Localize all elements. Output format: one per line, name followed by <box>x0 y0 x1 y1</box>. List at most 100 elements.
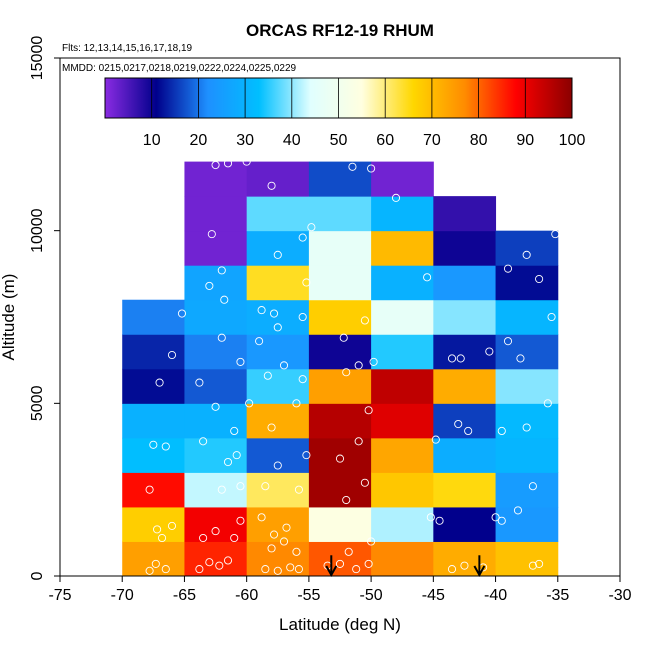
observation-point <box>302 278 311 287</box>
heatmap-cell-6-8 <box>495 265 559 301</box>
observation-point <box>157 533 167 543</box>
plot-frame <box>59 57 621 577</box>
observation-point <box>282 523 291 532</box>
observation-point <box>273 323 282 332</box>
y-tick-label: 0 <box>29 571 46 580</box>
observation-point <box>491 513 500 522</box>
observation-point <box>269 309 279 318</box>
heatmap-cell-3-9 <box>308 230 372 266</box>
chart-title: ORCAS RF12-19 RHUM <box>246 21 434 40</box>
heatmap-cell-6-1 <box>495 506 559 542</box>
heatmap-cell-5-3 <box>433 437 497 473</box>
observation-point <box>205 558 214 567</box>
observation-point <box>435 516 444 525</box>
heatmap-cell-4-3 <box>371 437 434 473</box>
observation-point <box>199 437 208 446</box>
observation-point <box>261 565 270 574</box>
observation-point <box>364 406 373 415</box>
observation-point <box>547 312 556 322</box>
observation-point <box>447 354 457 363</box>
observation-point <box>207 230 216 239</box>
y-axis-label: Altitude (m) <box>0 274 18 361</box>
observation-point <box>342 368 351 377</box>
observation-point <box>223 556 233 565</box>
observation-point <box>269 530 279 539</box>
heatmap-cell-6-0 <box>495 541 559 577</box>
observation-point <box>151 559 160 568</box>
heatmap-cell-5-6 <box>433 334 497 370</box>
observation-point <box>354 437 363 446</box>
observation-point <box>236 516 245 525</box>
x-tick-label: -30 <box>608 587 631 604</box>
heatmap-cell-2-5 <box>246 368 310 404</box>
heatmap-cell-5-9 <box>433 230 497 266</box>
colorbar-tick-label: 50 <box>330 132 348 149</box>
observation-point <box>543 399 552 408</box>
x-tick-label: -70 <box>111 587 134 604</box>
heatmap-cell-3-5 <box>308 368 372 404</box>
heatmap-cell-4-6 <box>371 334 434 370</box>
observation-point <box>145 485 154 494</box>
observation-point <box>503 264 513 273</box>
heatmap-cell-2-10 <box>246 196 310 232</box>
observation-point <box>367 164 376 173</box>
observation-point <box>205 281 214 290</box>
observation-point <box>273 461 282 470</box>
observation-point <box>273 566 282 575</box>
observation-point <box>230 426 239 436</box>
observation-point <box>161 442 170 451</box>
x-tick-label: -45 <box>422 587 445 604</box>
heatmap-cell-5-10 <box>433 196 497 232</box>
colorbar-tick-label: 60 <box>376 132 394 149</box>
observation-point <box>298 233 307 242</box>
observation-point <box>391 193 401 202</box>
heatmap-cell-3-8 <box>308 265 372 301</box>
heatmap-cell-0-4 <box>122 403 185 439</box>
y-tick-label: 15000 <box>29 36 46 81</box>
x-tick-label: -40 <box>484 587 507 604</box>
observation-point <box>236 482 245 491</box>
x-tick-label: -35 <box>546 587 569 604</box>
observation-point <box>426 513 435 522</box>
heatmap-cell-4-2 <box>371 472 434 508</box>
observation-point <box>161 565 170 574</box>
heatmap-cell-4-11 <box>371 161 434 197</box>
observation-point <box>257 306 266 315</box>
observation-point <box>431 435 440 444</box>
observation-point <box>535 559 544 568</box>
observation-point <box>294 565 303 574</box>
observation-point <box>217 485 226 494</box>
observation-point <box>195 565 204 574</box>
observation-point <box>298 312 307 322</box>
observation-point <box>497 516 506 525</box>
observation-point <box>217 333 226 342</box>
flights-note: Flts: 12,13,14,15,16,17,18,19 <box>62 43 193 54</box>
heatmap-cell-2-3 <box>246 437 310 473</box>
observation-point <box>360 316 369 325</box>
colorbar-tick-label: 100 <box>559 132 586 149</box>
observation-point <box>503 337 513 346</box>
observation-point <box>456 354 465 363</box>
observation-point <box>497 426 506 436</box>
heatmap-cell-2-6 <box>246 334 310 370</box>
heatmap-cell-2-8 <box>246 265 310 301</box>
heatmap-cell-6-5 <box>495 368 559 404</box>
observation-points <box>145 157 560 575</box>
heatmap-cell-1-10 <box>184 196 248 232</box>
heatmap-cell-5-0 <box>433 541 497 577</box>
colorbar-ticks: 10 20 30 40 50 60 70 80 90 100 <box>143 78 586 149</box>
y-axis: 0 5000 10000 15000 <box>29 36 60 580</box>
x-tick-label: -65 <box>173 587 196 604</box>
observation-point <box>167 350 177 360</box>
x-tick-label: -60 <box>235 587 258 604</box>
observation-point <box>263 371 272 380</box>
heatmap-cell-5-7 <box>433 299 497 335</box>
heatmap-cell-3-0 <box>308 541 372 577</box>
observation-point <box>369 357 378 366</box>
heatmap-cell-4-7 <box>371 299 434 335</box>
heatmap-cell-2-4 <box>246 403 310 439</box>
observation-point <box>367 537 376 546</box>
observation-point <box>230 533 239 543</box>
observation-point <box>454 419 463 429</box>
colorbar-tick-label: 90 <box>516 132 534 149</box>
